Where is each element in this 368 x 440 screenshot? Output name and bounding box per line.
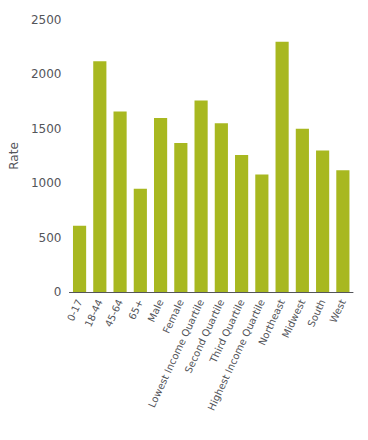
svg-text:2000: 2000: [31, 67, 62, 81]
svg-text:Northeast: Northeast: [256, 298, 287, 347]
svg-text:1500: 1500: [31, 122, 62, 136]
svg-text:2500: 2500: [31, 13, 62, 27]
svg-text:1000: 1000: [31, 176, 62, 190]
svg-text:West: West: [328, 298, 348, 325]
svg-text:45-64: 45-64: [103, 298, 125, 329]
svg-text:Third Quartile: Third Quartile: [207, 297, 247, 365]
svg-text:Rate: Rate: [7, 142, 21, 170]
svg-text:Female: Female: [160, 297, 186, 335]
svg-text:Male: Male: [146, 298, 166, 324]
svg-text:65+: 65+: [126, 298, 145, 322]
svg-text:500: 500: [39, 231, 62, 245]
svg-text:South: South: [305, 298, 327, 329]
svg-text:0-17: 0-17: [65, 298, 85, 323]
svg-text:0: 0: [54, 285, 62, 299]
svg-text:Midwest: Midwest: [280, 298, 307, 340]
svg-text:Second Quartile: Second Quartile: [182, 297, 227, 375]
svg-text:Highest Income Quartile: Highest Income Quartile: [206, 298, 267, 413]
svg-text:Lowest Income Quartile: Lowest Income Quartile: [146, 297, 207, 410]
svg-text:18-44: 18-44: [83, 298, 105, 329]
